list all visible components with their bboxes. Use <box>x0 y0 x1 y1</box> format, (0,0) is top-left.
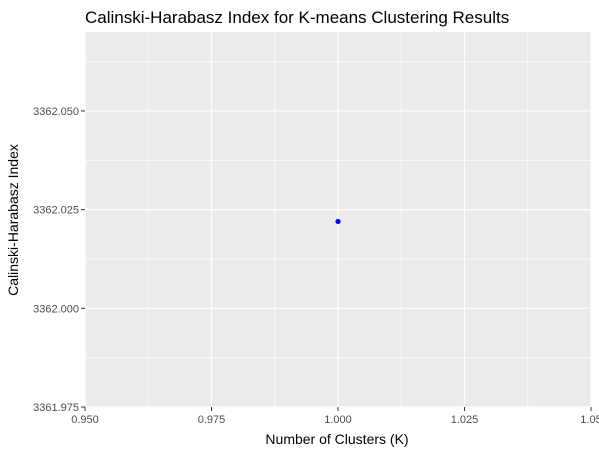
y-tick-label: 3362.000 <box>33 303 79 315</box>
x-tick-label: 1.025 <box>451 414 479 426</box>
data-points <box>335 218 341 225</box>
x-tick-label: 0.950 <box>71 414 99 426</box>
x-tick-label: 1.000 <box>324 414 352 426</box>
x-tick-label: 1.05 <box>580 414 599 426</box>
y-tick-label: 3361.975 <box>33 402 79 414</box>
x-axis-label: Number of Clusters (K) <box>265 431 408 447</box>
data-point <box>335 218 341 225</box>
y-axis: 3361.975 3362.000 3362.025 3362.050 <box>33 106 85 414</box>
y-tick-label: 3362.025 <box>33 205 79 217</box>
x-tick-label: 0.975 <box>198 414 226 426</box>
chart-title: Calinski-Harabasz Index for K-means Clus… <box>85 8 509 27</box>
x-axis: 0.950 0.975 1.000 1.025 1.05 <box>71 407 599 426</box>
y-axis-label: Calinski-Harabasz Index <box>5 144 21 296</box>
y-tick-label: 3362.050 <box>33 106 79 118</box>
